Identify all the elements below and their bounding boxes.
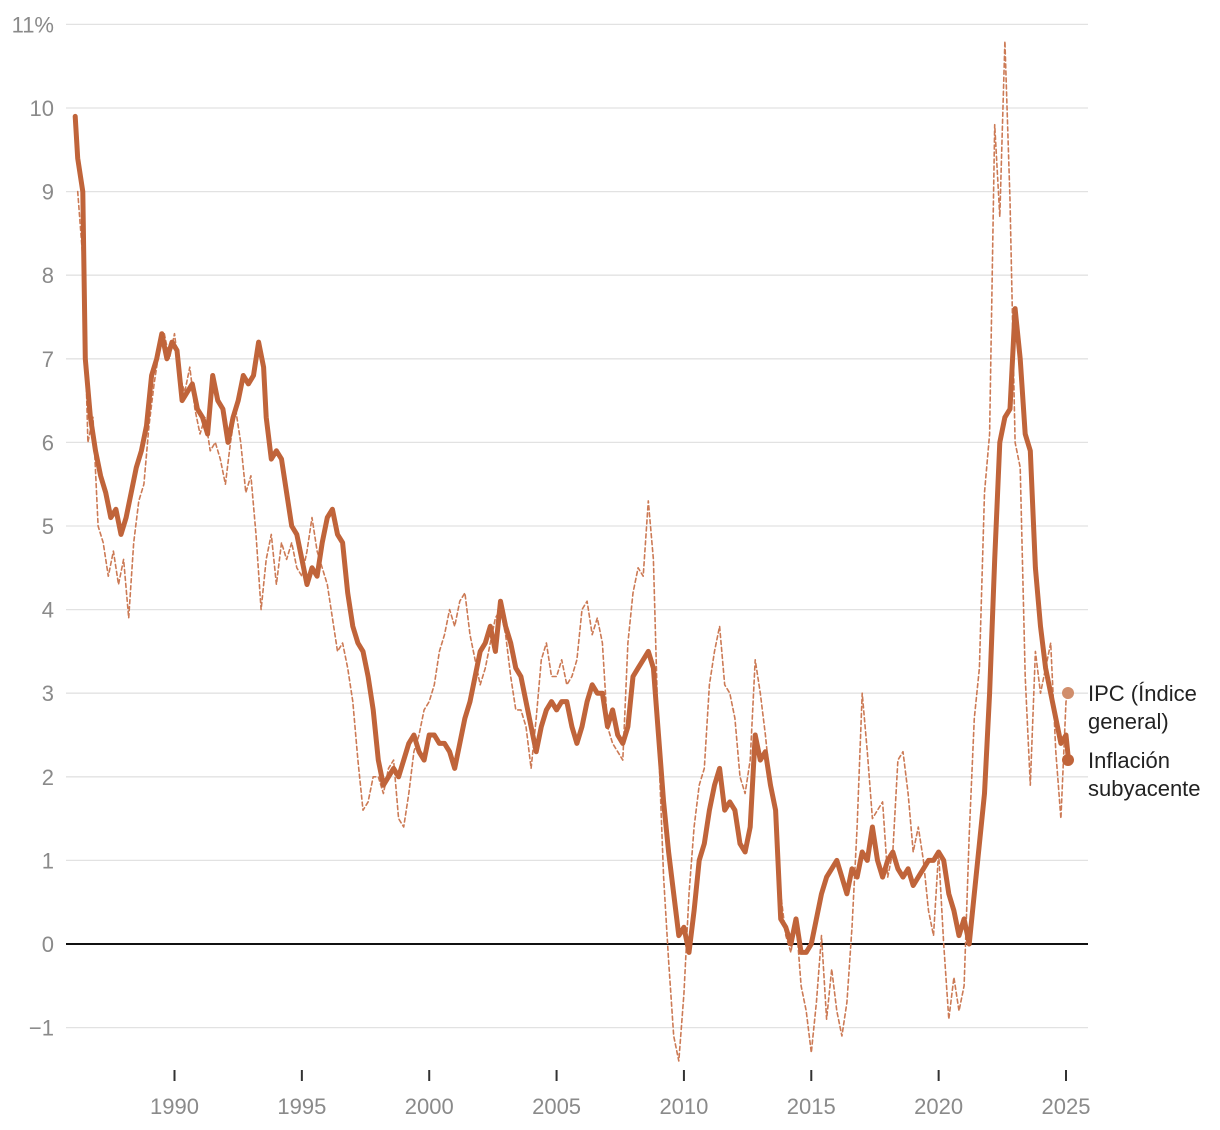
- y-tick-label: 3: [42, 681, 54, 706]
- y-tick-label: 7: [42, 347, 54, 372]
- x-tick-label: 2000: [405, 1094, 454, 1119]
- y-tick-label: −1: [29, 1016, 54, 1041]
- x-tick-label: 2020: [914, 1094, 963, 1119]
- gridlines: [66, 23, 1088, 1029]
- y-tick-label: 11%: [12, 12, 54, 37]
- series-lines: [72, 40, 1071, 1062]
- legend-subyacente-label-line1: Inflación: [1088, 748, 1170, 773]
- x-tick-label: 2010: [659, 1094, 708, 1119]
- series-line-subyacente: [72, 113, 1071, 955]
- y-tick-label: 9: [42, 180, 54, 205]
- x-tick-label: 1995: [277, 1094, 326, 1119]
- legend-ipc-label-line1: IPC (Índice: [1088, 681, 1197, 706]
- legend-subyacente-label-line2: subyacente: [1088, 776, 1201, 801]
- legend-subyacente-dot: [1062, 754, 1074, 766]
- x-tick-label: 1990: [150, 1094, 199, 1119]
- series-line-ipc: [76, 40, 1070, 1062]
- y-tick-label: 8: [42, 263, 54, 288]
- legend-ipc-dot: [1062, 687, 1074, 699]
- legend-ipc-label-line2: general): [1088, 709, 1169, 734]
- y-tick-label: 5: [42, 514, 54, 539]
- x-axis-ticks: 1990 1995 2000 2005 2010 2015 2020 2025: [150, 1070, 1090, 1119]
- x-tick-label: 2025: [1042, 1094, 1091, 1119]
- y-tick-label: 2: [42, 765, 54, 790]
- y-tick-label: 10: [30, 96, 54, 121]
- legend: IPC (Índice general) Inflación subyacent…: [1062, 681, 1201, 801]
- y-tick-label: 6: [42, 430, 54, 455]
- y-tick-label: 4: [42, 598, 54, 623]
- y-tick-label: 0: [42, 932, 54, 957]
- y-tick-label: 1: [42, 848, 54, 873]
- x-tick-label: 2005: [532, 1094, 581, 1119]
- x-tick-label: 2015: [787, 1094, 836, 1119]
- y-axis-tick-labels: −1 0 1 2 3 4 5 6 7 8 9 10 11%: [12, 12, 54, 1040]
